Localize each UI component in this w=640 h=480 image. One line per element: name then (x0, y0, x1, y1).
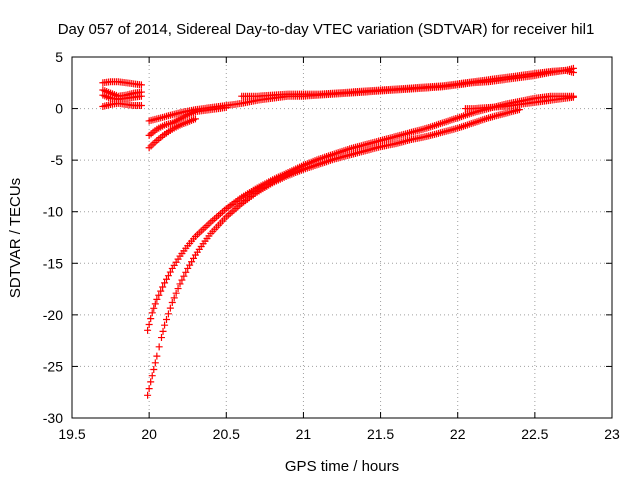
data-point (180, 272, 188, 280)
data-point (166, 268, 174, 276)
data-point (144, 326, 152, 334)
data-points (99, 64, 577, 399)
y-tick-label: -15 (43, 255, 63, 271)
x-axis-label: GPS time / hours (285, 458, 399, 475)
x-tick-label: 20.5 (213, 426, 240, 442)
data-point (153, 295, 161, 303)
data-point (569, 68, 577, 76)
x-tick-label: 22.5 (521, 426, 548, 442)
data-point (176, 280, 184, 288)
y-tick-label: -20 (43, 307, 63, 323)
series-track-f-upper (144, 92, 577, 334)
data-point (157, 334, 165, 342)
data-point (148, 372, 156, 380)
data-point (166, 304, 174, 312)
data-point (168, 298, 176, 306)
y-tick-label: -30 (43, 410, 63, 426)
y-axis-label: SDTVAR / TECUs (7, 178, 24, 298)
data-point (222, 104, 230, 112)
y-tick-label: -25 (43, 358, 63, 374)
grid (72, 57, 612, 418)
data-point (163, 315, 170, 323)
data-point (157, 287, 165, 295)
series-track-a-mid2 (99, 91, 145, 103)
data-point (137, 101, 145, 109)
data-point (137, 81, 145, 89)
x-tick-label: 20 (141, 426, 157, 442)
data-point (147, 315, 155, 323)
x-tick-label: 21 (296, 426, 312, 442)
data-point (161, 321, 169, 329)
data-point (147, 378, 155, 386)
data-point (145, 385, 153, 393)
x-tick-label: 22 (450, 426, 466, 442)
x-tick-label: 19.5 (58, 426, 85, 442)
series-track-b2 (238, 66, 577, 100)
data-point (151, 359, 159, 367)
chart-title: Day 057 of 2014, Sidereal Day-to-day VTE… (58, 21, 595, 38)
y-tick-label: 0 (55, 101, 63, 117)
x-tick-label: 23 (604, 426, 620, 442)
y-tick-label: -10 (43, 204, 63, 220)
data-point (155, 343, 163, 351)
data-point (159, 283, 167, 291)
data-point (159, 327, 167, 335)
axis-ticks: 19.5 20 20.5 21 21.5 22 22.5 23 5 0 -5 -10 -15 -20 -25… (43, 49, 620, 442)
data-point (155, 291, 163, 299)
data-point (151, 300, 159, 308)
data-point (170, 294, 178, 302)
data-point (144, 391, 152, 399)
data-point (145, 320, 153, 328)
series-track-a-upper (99, 78, 145, 89)
series-track-d (145, 115, 199, 152)
y-tick-label: 5 (55, 49, 63, 65)
data-point (150, 304, 158, 312)
data-point (161, 279, 169, 287)
x-tick-label: 21.5 (367, 426, 394, 442)
data-point (148, 309, 156, 317)
data-point (164, 272, 172, 280)
data-point (174, 285, 182, 293)
data-point (182, 268, 190, 276)
data-point (191, 115, 199, 123)
series-track-f-lower (144, 106, 523, 399)
data-point (137, 92, 145, 100)
data-point (150, 366, 158, 374)
data-point (569, 92, 577, 100)
data-point (178, 276, 186, 284)
data-point (172, 289, 180, 297)
data-point (153, 352, 161, 360)
series-track-a-lower (99, 99, 145, 111)
series-track-c (145, 104, 230, 139)
plot-frame (71, 56, 613, 419)
data-point (163, 275, 170, 283)
data-point (515, 106, 523, 114)
data-point (164, 310, 172, 318)
y-tick-label: -5 (51, 152, 64, 168)
